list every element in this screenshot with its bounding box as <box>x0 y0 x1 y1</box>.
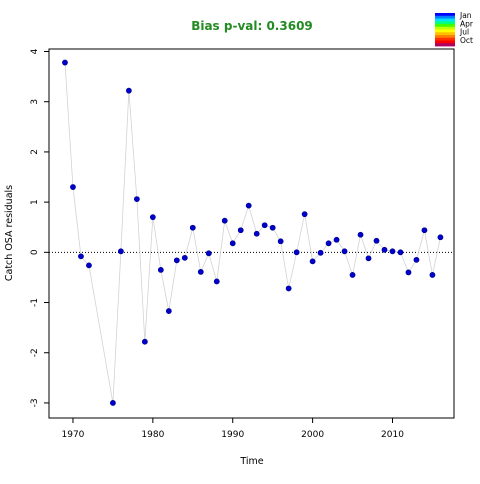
data-point <box>165 308 172 314</box>
y-axis-label: Catch OSA residuals <box>4 185 15 281</box>
data-point <box>373 237 380 244</box>
data-point <box>117 248 124 255</box>
legend-color-swatch <box>435 43 455 47</box>
data-point <box>317 249 324 256</box>
residual-points <box>62 59 444 406</box>
data-point <box>261 222 268 229</box>
data-point <box>197 269 204 275</box>
data-point <box>110 400 116 406</box>
residual-series-line <box>64 62 441 404</box>
x-axis: 1970 1980 1990 2000 2010 <box>62 418 404 440</box>
legend-color-swatch <box>435 32 455 36</box>
data-point <box>205 250 212 257</box>
data-point <box>70 184 76 190</box>
legend-color-swatch <box>435 26 455 30</box>
legend-label: Apr <box>460 19 474 28</box>
data-point <box>437 234 444 241</box>
data-point <box>421 227 428 234</box>
data-point <box>125 87 132 94</box>
y-tick-label: 0 <box>30 249 40 255</box>
data-point <box>309 258 316 265</box>
data-point <box>78 253 84 260</box>
legend-label: Jul <box>459 28 469 37</box>
data-point <box>381 246 388 253</box>
data-point <box>349 272 356 278</box>
data-point <box>157 266 164 273</box>
y-tick-label: -3 <box>30 398 40 407</box>
y-tick-label: 3 <box>30 99 40 105</box>
data-point <box>365 255 372 262</box>
legend-color-swatch <box>435 13 455 17</box>
data-point <box>62 59 68 66</box>
chart-title: Bias p-val: 0.3609 <box>191 19 313 33</box>
data-point <box>229 240 236 247</box>
y-axis: -3 -2 -1 0 1 2 3 4 <box>30 48 49 407</box>
x-tick-label: 1990 <box>221 430 244 440</box>
legend-label: Oct <box>460 36 473 45</box>
legend-color-swatch <box>435 21 455 25</box>
legend-color-swatch <box>435 40 455 44</box>
data-point <box>341 248 348 255</box>
data-point <box>149 214 156 221</box>
data-point <box>285 285 292 292</box>
data-point <box>397 249 404 256</box>
data-point <box>277 238 284 245</box>
data-point <box>141 338 148 345</box>
data-point <box>429 272 436 278</box>
data-point <box>357 231 364 238</box>
y-tick-label: 4 <box>30 48 40 54</box>
y-tick-label: 2 <box>30 149 40 155</box>
data-point <box>389 248 396 255</box>
data-point <box>173 257 180 264</box>
data-point <box>253 230 260 237</box>
data-point <box>133 196 140 203</box>
data-point <box>245 202 252 209</box>
legend-color-swatch <box>435 35 455 39</box>
data-point <box>325 240 332 247</box>
plot-frame <box>48 48 455 419</box>
data-point <box>413 256 420 263</box>
data-point <box>301 211 308 218</box>
x-tick-label: 1970 <box>62 430 85 440</box>
x-tick-label: 2010 <box>381 430 404 440</box>
x-tick-label: 2000 <box>301 430 324 440</box>
data-point <box>237 227 244 234</box>
y-tick-label: -1 <box>30 298 40 307</box>
data-point <box>269 224 276 231</box>
y-tick-label: 1 <box>30 199 40 205</box>
data-point <box>293 249 300 256</box>
data-point <box>221 217 228 224</box>
legend-color-swatch <box>435 18 455 22</box>
data-point <box>333 236 340 243</box>
data-point <box>405 269 412 276</box>
data-point <box>86 262 92 269</box>
data-point <box>213 278 220 285</box>
legend-label: Jan <box>459 11 472 20</box>
legend-color-swatch <box>435 15 455 19</box>
legend-color-swatch <box>435 29 455 33</box>
x-tick-label: 1980 <box>141 430 164 440</box>
x-axis-label: Time <box>239 456 263 467</box>
y-tick-label: -2 <box>30 348 40 357</box>
data-point <box>189 224 196 231</box>
data-point <box>181 254 188 261</box>
legend-color-swatch <box>435 24 455 28</box>
legend-color-swatch <box>435 37 455 41</box>
